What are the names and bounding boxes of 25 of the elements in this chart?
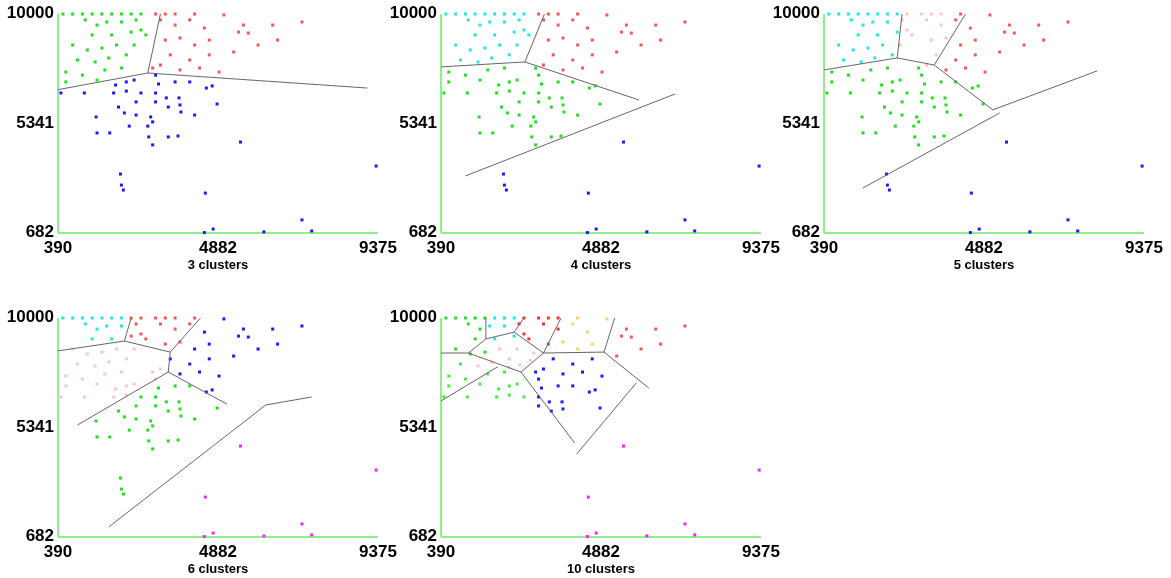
x-tick-label: 9375 [742, 542, 780, 561]
y-tick-label: 10000 [6, 307, 54, 327]
y-tick-label: 5341 [16, 416, 54, 436]
x-tick-label: 4882 [965, 238, 1003, 257]
text: 4 clusters [570, 257, 632, 272]
x-tick-label: 9375 [359, 542, 397, 561]
x-tick-label: 4882 [199, 238, 237, 257]
y-tick-label: 10000 [389, 3, 437, 23]
y-tick-label: 10000 [389, 307, 437, 327]
y-tick-label: 10000 [772, 3, 820, 23]
x-tick-label: 4882 [199, 542, 237, 561]
y-tick-label: 5341 [782, 112, 820, 132]
x-tick-label: 9375 [359, 238, 397, 257]
y-tick-label: 10000 [6, 3, 54, 23]
x-tick-label: 9375 [1125, 238, 1163, 257]
text: 3 clusters [187, 257, 249, 272]
x-tick-label: 9375 [742, 238, 780, 257]
x-tick-label: 4882 [582, 542, 620, 561]
y-tick-label: 5341 [399, 112, 437, 132]
y-tick-label: 5341 [399, 416, 437, 436]
text: 6 clusters [187, 561, 249, 576]
y-tick-label: 5341 [16, 112, 54, 132]
text: 5 clusters [953, 257, 1015, 272]
x-tick-label: 4882 [582, 238, 620, 257]
text: 10 clusters [567, 561, 635, 576]
